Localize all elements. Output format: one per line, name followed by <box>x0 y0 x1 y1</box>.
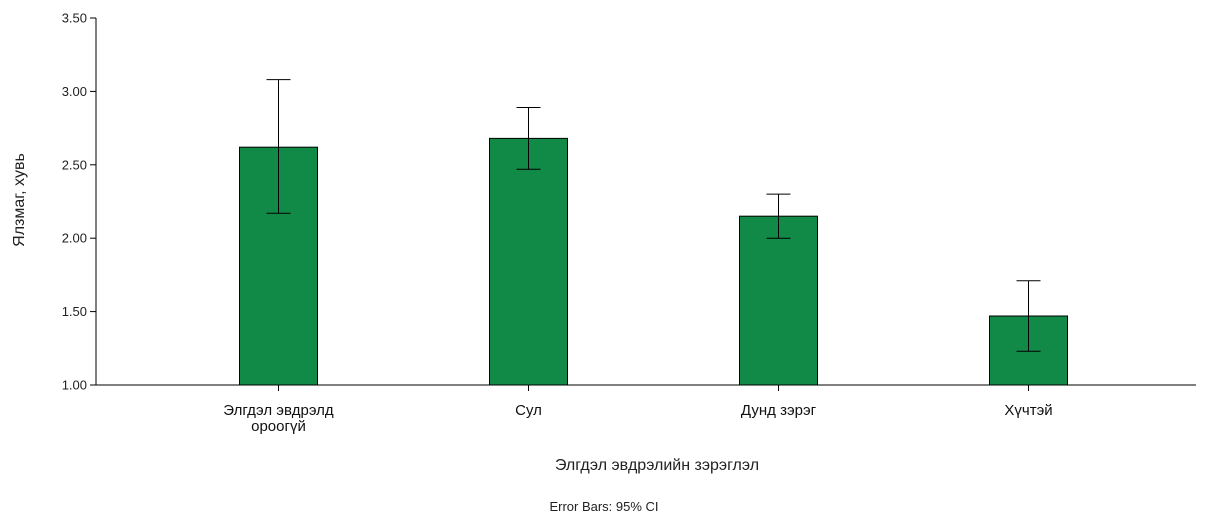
bar <box>739 215 818 386</box>
y-axis-title: Ялзмаг, хувь <box>11 153 28 247</box>
x-category-label: Элгдэл эвдрэлд <box>223 402 334 419</box>
x-category-label: Хүчтэй <box>1004 402 1052 419</box>
y-axis-ticks: 1.00 1.50 2.00 2.50 3.00 3.50 <box>62 11 96 393</box>
error-bars <box>266 79 1041 352</box>
y-tick-label: 1.00 <box>62 378 87 393</box>
x-category-label: Сул <box>515 402 542 419</box>
y-tick-label: 1.50 <box>62 304 87 319</box>
x-category-label: ороогүй <box>251 418 306 435</box>
y-tick-label: 3.50 <box>62 11 87 26</box>
y-tick-label: 3.00 <box>62 84 87 99</box>
x-axis-title: Элгдэл эвдрэлийн зэрэглэл <box>555 457 759 474</box>
bar <box>489 137 568 386</box>
x-category-label: Дунд зэрэг <box>741 402 817 419</box>
error-bars-note: Error Bars: 95% CI <box>549 499 658 514</box>
y-tick-label: 2.50 <box>62 157 87 172</box>
y-tick-label: 2.00 <box>62 231 87 246</box>
bars <box>239 137 1068 386</box>
